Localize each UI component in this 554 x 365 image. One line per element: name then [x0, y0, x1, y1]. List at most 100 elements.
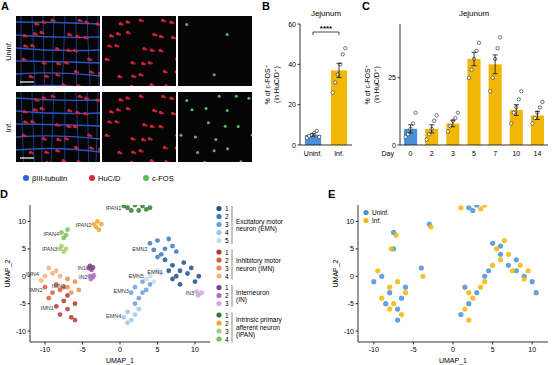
data-point	[151, 248, 156, 253]
data-point	[129, 290, 134, 295]
data-point	[163, 257, 168, 262]
legend-label: 3	[225, 300, 229, 307]
data-point	[144, 288, 149, 293]
data-point	[334, 81, 337, 84]
neuron-dot	[175, 133, 176, 136]
x-axis	[400, 145, 548, 146]
neuron-dot	[152, 84, 154, 86]
y-tick	[398, 77, 401, 78]
data-point	[419, 265, 424, 270]
x-tick-label: 3	[451, 150, 455, 157]
tubulin-fiber	[51, 92, 54, 162]
neuron-dot	[36, 109, 38, 111]
marks	[39, 205, 204, 325]
tubulin-fiber	[42, 92, 43, 162]
legend-label: 3	[225, 221, 229, 228]
tubulin-fiber	[16, 35, 100, 37]
data-point	[125, 320, 130, 325]
legend-label: 2	[225, 213, 229, 220]
neuron-dot	[119, 33, 121, 35]
cluster-label: IN1	[77, 265, 86, 271]
neuron-dot	[24, 135, 26, 137]
neuron-dot	[121, 23, 123, 25]
cfos-dot	[235, 95, 238, 98]
image-tile	[16, 92, 100, 162]
data-point	[129, 208, 134, 213]
neuron-dot	[98, 148, 100, 151]
neuron-dot	[166, 71, 168, 73]
neuron-dot	[141, 150, 143, 152]
x-tick	[120, 342, 121, 345]
panel-letter: B	[262, 0, 270, 12]
data-point	[69, 290, 74, 295]
cfos-dot	[226, 147, 229, 150]
data-point	[46, 296, 51, 301]
neuron-dot	[87, 98, 89, 100]
neuron-dot	[47, 152, 49, 154]
tubulin-fiber	[52, 16, 54, 86]
y-tick	[298, 24, 301, 25]
data-point	[387, 307, 392, 312]
legend-label: 2	[225, 292, 229, 299]
neuron-dot	[166, 147, 168, 149]
neuron-dot	[164, 20, 166, 22]
cfos-dot	[213, 73, 216, 76]
data-point	[470, 208, 475, 213]
neuron-dot	[76, 50, 78, 52]
neuron-dot	[33, 45, 35, 47]
x-tick	[413, 342, 414, 345]
neuron-dot	[44, 98, 46, 100]
data-point	[428, 224, 433, 229]
y-axis	[358, 205, 359, 342]
neuron-dot	[87, 22, 89, 24]
neuron-dot	[119, 109, 121, 111]
data-point	[425, 138, 428, 141]
x-axis	[300, 145, 352, 146]
y-tick-label: 10	[346, 218, 354, 225]
data-point	[193, 279, 198, 284]
tubulin-fiber	[16, 48, 100, 51]
data-point	[136, 307, 141, 312]
data-point	[482, 274, 487, 279]
data-point	[474, 205, 479, 208]
data-point	[88, 277, 93, 282]
neuron-dot	[145, 48, 147, 50]
neuron-dot	[48, 162, 50, 163]
tubulin-fiber	[64, 92, 65, 162]
cluster-label: IMN2	[29, 287, 42, 293]
error-bar	[429, 125, 434, 133]
neuron-dot	[129, 32, 131, 34]
y-tick-label: 60	[288, 21, 296, 28]
y-tick-label: 20	[288, 101, 296, 108]
neuron-dot	[64, 84, 66, 86]
y-axis-label: % of c-FOS⁺	[364, 64, 371, 104]
cluster-label: EMN5	[128, 273, 143, 279]
cfos-dot	[226, 33, 229, 36]
data-point	[189, 266, 194, 271]
legend-swatch	[216, 293, 221, 298]
image-tile	[178, 16, 252, 86]
legend-swatch	[216, 312, 221, 317]
data-point	[482, 205, 487, 208]
bar	[531, 115, 544, 145]
image-tile	[102, 92, 176, 162]
x-tick-label: 5	[156, 346, 160, 353]
cfos-dot	[207, 121, 210, 124]
neuron-dot	[121, 99, 123, 101]
neuron-dot	[45, 85, 48, 86]
neuron-dot	[26, 121, 28, 123]
x-tick-label: -10	[40, 346, 50, 353]
panel-letter: C	[362, 0, 370, 12]
data-point	[512, 111, 515, 114]
neuron-dot	[175, 146, 176, 149]
data-point	[136, 296, 141, 301]
error-bar	[493, 55, 498, 74]
neuron-dot	[70, 110, 72, 112]
data-point	[65, 227, 70, 232]
data-point	[91, 222, 96, 227]
cfos-dot	[251, 134, 252, 137]
neuron-dot	[141, 20, 143, 22]
data-point	[506, 252, 511, 257]
cfos-dot	[185, 23, 188, 26]
neuron-dot	[36, 33, 38, 35]
